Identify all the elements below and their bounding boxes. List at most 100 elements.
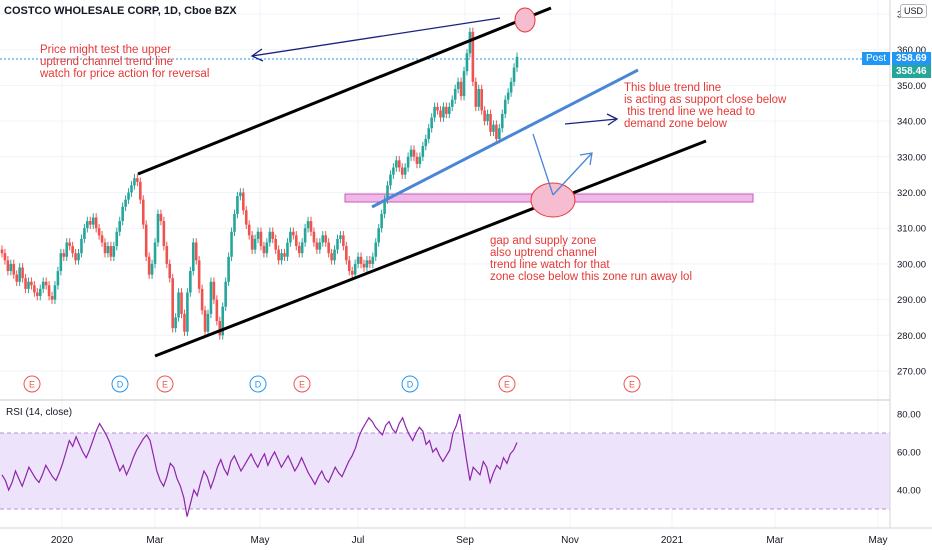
candle-body [86,221,89,229]
candle-body [141,199,145,225]
candle-body [18,267,21,282]
candle-body [321,235,325,243]
candle-body [362,263,366,268]
candle-body [100,235,104,243]
candle-body [389,174,392,186]
time-tick-label: Nov [561,535,579,546]
candle-body [294,235,298,247]
candle-body [312,231,316,243]
candle-body [347,260,351,272]
candle-body [400,167,404,175]
price-tick-label: 340.00 [897,117,926,128]
event-marker-label: D [407,380,414,390]
candle-body [445,106,448,114]
rsi-line [1,413,518,517]
candle-body [3,253,7,261]
rsi-tick-label: 60.00 [897,448,921,459]
candle-body [12,263,16,275]
candle-body [147,256,151,275]
candle-body [495,124,498,139]
candle-body [336,238,339,250]
candle-body [259,231,263,247]
candle-body [106,246,110,254]
time-tick-label: May [869,535,888,546]
dividend-marker[interactable] [401,375,419,393]
earnings-marker[interactable] [23,375,41,393]
candle-body [506,92,510,100]
candle-body [418,156,422,164]
candle-body [277,249,280,261]
rsi-band [0,433,890,509]
candle-body [253,238,257,250]
candle-body [212,281,216,300]
candle-body [350,271,354,275]
candle-body [442,106,445,118]
candle-body [268,231,272,243]
candle-body [395,160,398,168]
candle-body [203,310,207,332]
dividend-marker[interactable] [249,375,267,393]
price-tick-label: 360.00 [897,45,926,56]
candle-body [427,128,431,139]
price-tick-label: 270.00 [897,367,926,378]
candle-body [153,242,157,264]
candle-body [324,235,328,243]
rsi-tick-label: 80.00 [897,410,921,421]
candle-body [56,271,60,286]
candle-body [315,242,319,250]
dividend-marker[interactable] [111,375,129,393]
candle-body [492,124,495,132]
earnings-marker[interactable] [498,375,516,393]
candle-body [412,149,416,157]
candle-body [0,249,4,254]
candle-body [459,81,463,97]
upper-channel-line [137,6,552,176]
rsi-axis[interactable]: 40.00 60.00 80.00 [897,410,921,497]
time-tick-label: Sep [456,535,474,546]
candle-body [242,192,245,211]
candle-body [139,181,142,200]
candle-body [292,231,295,236]
candle-body [36,292,39,297]
candle-body [165,246,169,264]
event-marker-label: E [299,380,305,390]
earnings-marker[interactable] [623,375,641,393]
candle-body [448,106,451,114]
candle-body [65,242,69,257]
candle-body [200,288,204,311]
candle-body [247,224,251,236]
candle-body [377,228,380,243]
candle-body [365,260,369,268]
currency-button[interactable]: USD [900,4,928,18]
candles [0,27,519,340]
candle-body [9,263,13,272]
candle-body [371,256,375,264]
earnings-marker[interactable] [293,375,311,393]
candle-body [303,228,307,243]
candle-body [103,242,107,254]
time-axis[interactable]: 2020 Mar May Jul Sep Nov 2021 Mar May [51,535,888,546]
candle-body [462,71,466,97]
candle-body [433,106,436,118]
time-tick-label: Mar [766,535,784,546]
candle-body [233,213,236,232]
candle-body [133,178,136,186]
candle-body [262,246,266,254]
candle-body [327,242,330,254]
candle-body [483,110,486,122]
price-tick-label: 350.00 [897,81,926,92]
candle-body [24,278,27,289]
rsi-legend[interactable]: RSI (14, close) [6,407,73,418]
candle-body [289,231,292,243]
arrow-to-demand [564,113,619,126]
earnings-marker[interactable] [156,375,174,393]
price-tick-label: 290.00 [897,295,926,306]
candle-body [194,242,198,261]
blue-line-note: This blue trend line is acting as suppor… [624,82,787,130]
event-marker-label: E [504,380,510,390]
candle-body [271,231,275,239]
candle-body [386,185,389,200]
event-marker-label: D [117,380,124,390]
